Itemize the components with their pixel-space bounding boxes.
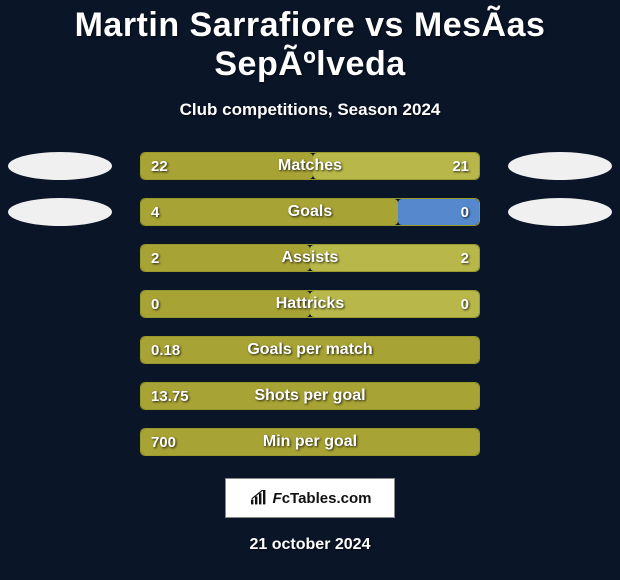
stat-bar: Assists2 2 [140,244,480,272]
stat-value-left: 4 [151,199,159,225]
stat-value-right: 21 [452,153,469,179]
stat-value-right: 2 [461,245,469,271]
stat-label: Min per goal [141,429,479,455]
stat-row: Hattricks0 0 [0,290,620,318]
player-ellipse-left [8,198,112,226]
stat-bar: Goals per match0.18 [140,336,480,364]
stat-value-left: 22 [151,153,168,179]
stat-label: Goals per match [141,337,479,363]
stat-value-left: 0.18 [151,337,180,363]
chart-icon [249,490,269,506]
stat-row: Matches22 21 [0,152,620,180]
stat-label: Matches [141,153,479,179]
player-ellipse-right [508,152,612,180]
footer-date: 21 october 2024 [0,536,620,554]
stat-value-right: 0 [461,291,469,317]
stat-bar: Shots per goal13.75 [140,382,480,410]
brand-text: FcTables.com [273,490,372,507]
stat-value-right: 0 [461,199,469,225]
brand-badge[interactable]: FcTables.com [225,478,395,518]
stat-label: Assists [141,245,479,271]
player-ellipse-right [508,198,612,226]
stat-row: Assists2 2 [0,244,620,272]
stat-bar: Hattricks0 0 [140,290,480,318]
stat-label: Shots per goal [141,383,479,409]
stat-value-left: 2 [151,245,159,271]
stat-row: Goals per match0.18 [0,336,620,364]
stat-bar: Goals4 0 [140,198,480,226]
stat-value-left: 13.75 [151,383,189,409]
player-ellipse-left [8,152,112,180]
stat-label: Hattricks [141,291,479,317]
stat-row: Goals4 0 [0,198,620,226]
stat-rows: Matches2221Goals40Assists22Hattricks00Go… [0,152,620,456]
stat-label: Goals [141,199,479,225]
page-subtitle: Club competitions, Season 2024 [0,100,620,120]
stat-row: Min per goal700 [0,428,620,456]
stat-row: Shots per goal13.75 [0,382,620,410]
stat-bar: Matches22 21 [140,152,480,180]
stat-value-left: 700 [151,429,176,455]
stat-bar: Min per goal700 [140,428,480,456]
page-title: Martin Sarrafiore vs MesÃ­as SepÃºlveda [0,0,620,84]
stat-value-left: 0 [151,291,159,317]
